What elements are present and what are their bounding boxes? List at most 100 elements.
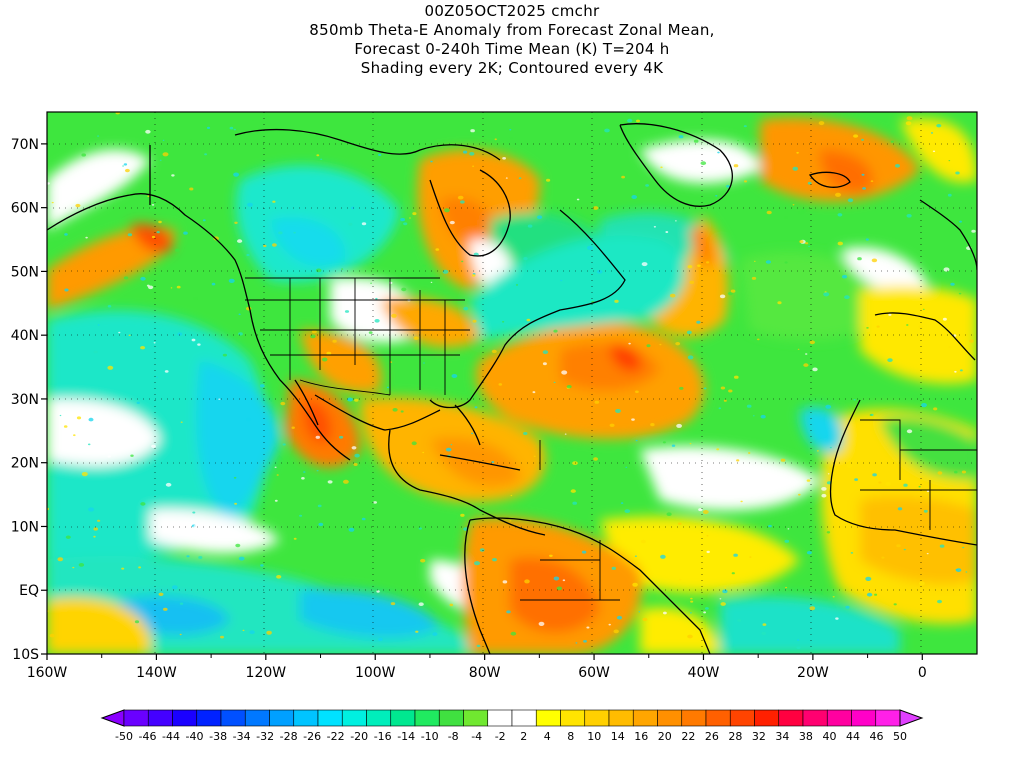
colorbar-label: -8	[448, 730, 459, 743]
y-tick-label: 10S	[12, 647, 39, 663]
political-borders	[245, 277, 977, 601]
colorbar-box	[147, 709, 173, 727]
colorbar-label: 38	[799, 730, 813, 743]
colorbar-box	[244, 709, 270, 727]
colorbar-label: -28	[280, 730, 298, 743]
shaded-field	[47, 112, 977, 654]
colorbar-label: -10	[421, 730, 439, 743]
speckle-texture	[47, 112, 976, 650]
colorbar-box	[632, 709, 658, 727]
colorbar-box	[511, 709, 537, 727]
colorbar-label: -4	[471, 730, 482, 743]
colorbar-box	[293, 709, 319, 727]
colorbar-box	[123, 709, 149, 727]
colorbar-label: -38	[209, 730, 227, 743]
x-tick-label: 60W	[578, 665, 610, 681]
colorbar-label: -50	[115, 730, 133, 743]
colorbar-label: 14	[611, 730, 625, 743]
y-tick-label: 20N	[11, 456, 39, 472]
colorbar-label: 20	[658, 730, 672, 743]
colorbar-label: -40	[186, 730, 204, 743]
x-tick-label: 140W	[136, 665, 177, 681]
colorbar-label: -16	[374, 730, 392, 743]
colorbar-label: 4	[544, 730, 551, 743]
colorbar-label: 44	[846, 730, 860, 743]
title-line-2: 850mb Theta-E Anomaly from Forecast Zona…	[309, 21, 715, 39]
colorbar-arrow-left	[100, 709, 125, 727]
map-frame	[46, 111, 978, 655]
x-tick-label: 20W	[797, 665, 829, 681]
title-line-3: Forecast 0-240h Time Mean (K) T=204 h	[354, 40, 670, 58]
colorbar-box	[317, 709, 343, 727]
colorbar-label: 26	[705, 730, 719, 743]
colorbar-label: -32	[256, 730, 274, 743]
colorbar-box	[390, 709, 416, 727]
colorbar-label: 32	[752, 730, 766, 743]
colorbar-box	[826, 709, 852, 727]
colorbar-box	[341, 709, 367, 727]
colorbar-box	[487, 709, 513, 727]
x-tick-label: 120W	[246, 665, 287, 681]
colorbar: -50 -46 -44 -40 -38 -34 -32 -28 -26 -22 -20 -16 -14-…	[100, 709, 924, 743]
colorbar-label: 8	[567, 730, 574, 743]
y-tick-label: 60N	[11, 201, 39, 217]
colorbar-label: -46	[139, 730, 157, 743]
colorbar-box	[778, 709, 804, 727]
colorbar-box	[438, 709, 464, 727]
colorbar-box	[875, 709, 901, 727]
colorbar-label: -22	[327, 730, 345, 743]
x-tick-label: 100W	[355, 665, 396, 681]
colorbar-label: -26	[303, 730, 321, 743]
y-tick-label: 40N	[11, 328, 39, 344]
colorbar-box	[535, 709, 561, 727]
colorbar-box	[584, 709, 610, 727]
colorbar-label: 46	[870, 730, 884, 743]
colorbar-box	[269, 709, 295, 727]
y-tick-label: 10N	[11, 519, 39, 535]
colorbar-box	[802, 709, 828, 727]
coastlines	[47, 123, 977, 654]
x-tick-label: 160W	[27, 665, 68, 681]
x-tick-label: 40W	[688, 665, 720, 681]
colorbar-box	[705, 709, 731, 727]
map-axes: 160W 140W 120W 100W 80W 60W 40W 20W 0 70N 60N 50N 40…	[11, 137, 927, 681]
chart-title: 00Z05OCT2025 cmchr 850mb Theta-E Anomaly…	[0, 2, 1024, 78]
colorbar-label: 2	[520, 730, 527, 743]
grid-lines	[47, 112, 977, 654]
colorbar-box	[729, 709, 755, 727]
colorbar-box	[414, 709, 440, 727]
theta-e-anomaly-map: 160W 140W 120W 100W 80W 60W 40W 20W 0 70N 60N 50N 40…	[11, 111, 978, 681]
y-tick-label: 50N	[11, 264, 39, 280]
colorbar-box	[681, 709, 707, 727]
colorbar-label: -44	[162, 730, 180, 743]
colorbar-label: 16	[634, 730, 648, 743]
colorbar-box	[754, 709, 780, 727]
colorbar-label: -14	[397, 730, 415, 743]
colorbar-box	[851, 709, 877, 727]
colorbar-box	[220, 709, 246, 727]
colorbar-box	[560, 709, 586, 727]
colorbar-label: -20	[350, 730, 368, 743]
colorbar-label: 22	[681, 730, 695, 743]
colorbar-box	[657, 709, 683, 727]
x-tick-label: 0	[918, 665, 927, 681]
colorbar-label: 10	[587, 730, 601, 743]
x-tick-label: 80W	[469, 665, 501, 681]
colorbar-label: 50	[893, 730, 907, 743]
y-tick-label: EQ	[19, 583, 39, 599]
colorbar-box	[366, 709, 392, 727]
colorbar-label: 40	[823, 730, 837, 743]
colorbar-label: 28	[728, 730, 742, 743]
colorbar-label: 34	[775, 730, 789, 743]
colorbar-arrow-right	[899, 709, 924, 727]
y-tick-label: 70N	[11, 137, 39, 153]
colorbar-box	[608, 709, 634, 727]
colorbar-box	[172, 709, 198, 727]
y-tick-label: 30N	[11, 392, 39, 408]
colorbar-label: -34	[233, 730, 251, 743]
colorbar-box	[196, 709, 222, 727]
colorbar-box	[463, 709, 489, 727]
title-line-4: Shading every 2K; Contoured every 4K	[360, 59, 664, 77]
colorbar-label: -2	[495, 730, 506, 743]
title-line-1: 00Z05OCT2025 cmchr	[424, 2, 600, 20]
